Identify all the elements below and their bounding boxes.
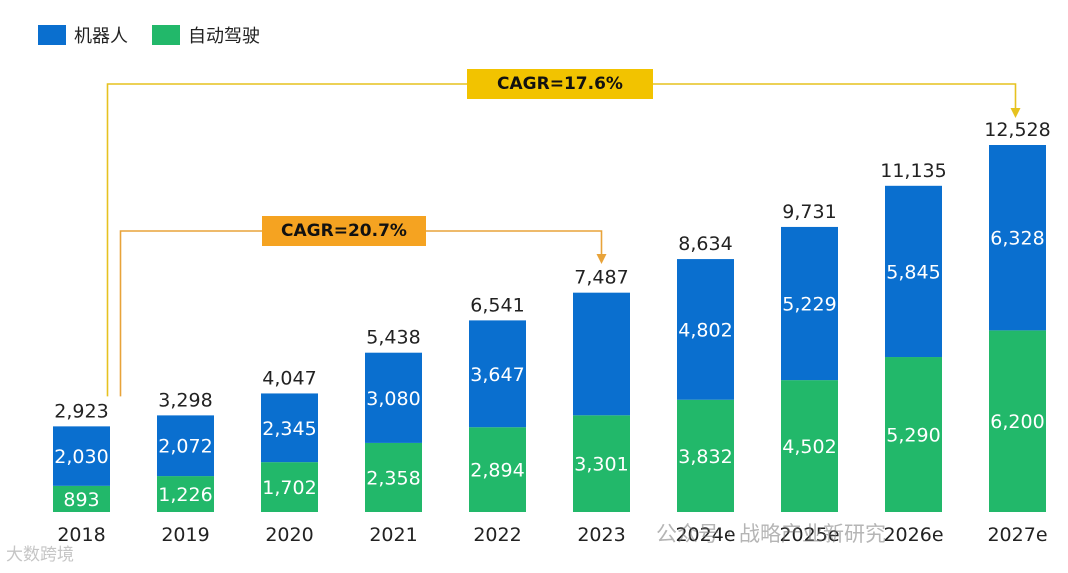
legend-label-robot: 机器人 — [74, 26, 128, 47]
x-tick-label: 2024e — [675, 524, 735, 546]
data-label: 3,301 — [574, 454, 628, 476]
data-label: 2,030 — [54, 446, 108, 468]
bar-segment-robot — [781, 226, 838, 381]
bar-segment-robot — [885, 185, 942, 358]
x-tick-label: 2018 — [57, 524, 105, 546]
total-label: 8,634 — [678, 233, 732, 255]
legend-item-robot: 机器人 — [38, 22, 128, 48]
bar-segment-robot — [989, 145, 1046, 331]
watermark-logo-text: 大数跨境 — [6, 545, 74, 565]
data-label: 5,290 — [886, 425, 940, 447]
cagr-label-short: CAGR=20.7% — [262, 216, 426, 246]
data-label: 2,894 — [470, 460, 524, 482]
x-tick-label: 2023 — [577, 524, 625, 546]
bar-segment-autonomous-driving — [989, 330, 1046, 512]
bar-segment-robot — [261, 393, 318, 463]
data-label: 5,229 — [782, 294, 836, 316]
cagr-arrowhead-icon — [596, 254, 607, 264]
legend-item-autonomous-driving: 自动驾驶 — [152, 22, 260, 48]
bar-segment-robot — [157, 415, 214, 477]
data-label: 2,358 — [366, 467, 420, 489]
bar-segment-robot — [365, 352, 422, 443]
total-label: 7,487 — [574, 267, 628, 289]
data-label: 3,832 — [678, 446, 732, 468]
total-label: 3,298 — [158, 389, 212, 411]
data-label: 6,200 — [990, 411, 1044, 433]
legend-label-autonomous-driving: 自动驾驶 — [188, 26, 260, 47]
bar-segment-robot — [53, 426, 110, 486]
x-tick-label: 2022 — [473, 524, 521, 546]
total-label: 9,731 — [782, 201, 836, 223]
data-label: 2,345 — [262, 418, 316, 440]
data-label: 1,702 — [262, 477, 316, 499]
bar-segment-autonomous-driving — [781, 380, 838, 512]
x-tick-label: 2019 — [161, 524, 209, 546]
x-tick-label: 2026e — [883, 524, 943, 546]
bar-segment-autonomous-driving — [53, 485, 110, 512]
data-label: 6,328 — [990, 228, 1044, 250]
data-label: 3,080 — [366, 388, 420, 410]
bar-segment-autonomous-driving — [469, 427, 526, 512]
cagr-arrowhead-icon — [1010, 108, 1021, 118]
total-label: 11,135 — [880, 160, 946, 182]
data-label: 4,802 — [678, 319, 732, 341]
legend-swatch-autonomous-driving — [152, 25, 180, 45]
cagr-label-long: CAGR=17.6% — [467, 69, 653, 99]
data-label: 3,647 — [470, 364, 524, 386]
total-label: 4,047 — [262, 367, 316, 389]
bar-segment-robot — [573, 292, 630, 416]
cagr-connector-line — [119, 230, 603, 397]
data-label: 1,226 — [158, 484, 212, 506]
bar-segment-autonomous-driving — [157, 476, 214, 512]
x-tick-label: 2025e — [779, 524, 839, 546]
data-label: 2,072 — [158, 436, 212, 458]
bar-segment-autonomous-driving — [573, 415, 630, 512]
bar-segment-autonomous-driving — [261, 462, 318, 512]
cagr-connector-line — [106, 83, 1017, 397]
watermark-text: 公众号 · 战略产业新研究 — [656, 522, 887, 546]
legend: 机器人 自动驾驶 — [38, 22, 274, 48]
total-label: 5,438 — [366, 327, 420, 349]
data-label: 5,845 — [886, 261, 940, 283]
bar-segment-robot — [469, 320, 526, 428]
total-label: 12,528 — [984, 119, 1050, 141]
data-label: 4,502 — [782, 436, 836, 458]
x-tick-label: 2021 — [369, 524, 417, 546]
data-label: 893 — [63, 489, 99, 511]
x-tick-label: 2020 — [265, 524, 313, 546]
bar-segment-autonomous-driving — [885, 357, 942, 512]
total-label: 6,541 — [470, 294, 524, 316]
total-label: 2,923 — [54, 400, 108, 422]
legend-swatch-robot — [38, 25, 66, 45]
bar-segment-autonomous-driving — [365, 442, 422, 512]
bar-segment-robot — [677, 259, 734, 400]
bar-segment-autonomous-driving — [677, 399, 734, 512]
x-tick-label: 2027e — [987, 524, 1047, 546]
